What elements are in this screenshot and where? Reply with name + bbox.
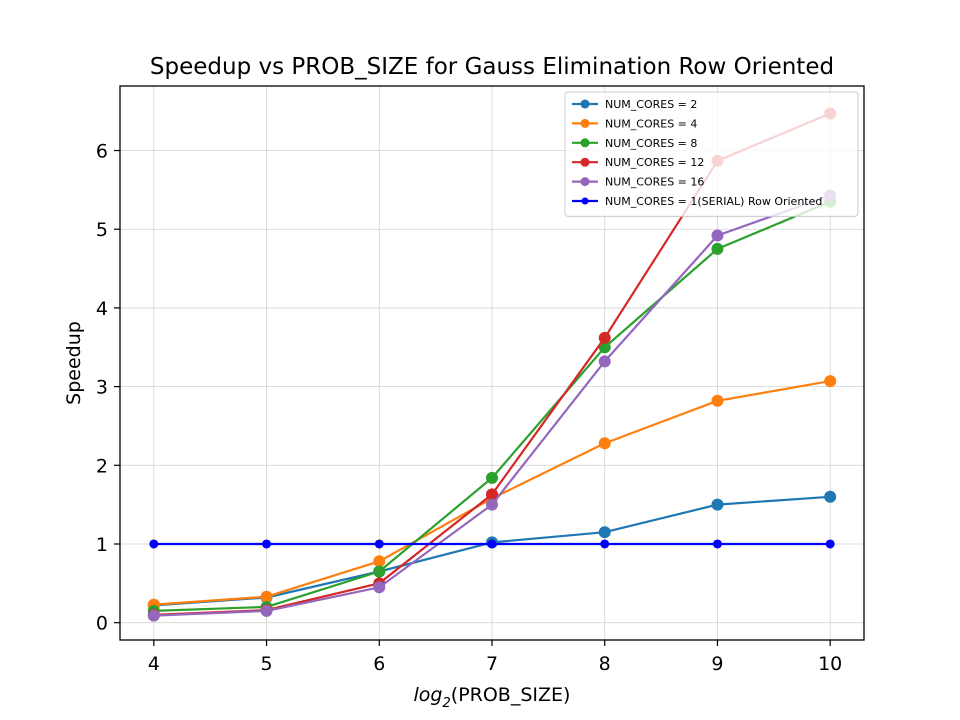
x-tick-label: 9 (711, 653, 723, 675)
legend-box (564, 91, 859, 217)
data-point (598, 437, 611, 450)
data-point (711, 229, 724, 242)
data-point (486, 471, 498, 484)
y-tick-label: 3 (96, 377, 108, 399)
data-point (712, 539, 722, 549)
x-axis-label: log2(PROB_SIZE) (414, 684, 571, 711)
x-tick-label: 10 (818, 653, 842, 675)
y-tick-label: 1 (96, 534, 108, 556)
data-point (262, 539, 272, 549)
legend-label: NUM_CORES = 12 (605, 156, 704, 169)
x-tick-label: 4 (148, 653, 160, 675)
data-point (260, 604, 273, 617)
legend-label: NUM_CORES = 8 (605, 137, 697, 150)
data-point (486, 498, 498, 511)
data-point (711, 498, 724, 511)
legend-item: NUM_CORES = 16 (572, 176, 704, 189)
legend-item: NUM_CORES = 2 (572, 98, 697, 111)
x-axis-label-suffix: (PROB_SIZE) (451, 684, 571, 706)
data-point (149, 539, 159, 549)
data-point (374, 539, 384, 549)
series-group (149, 539, 835, 549)
y-tick-label: 6 (96, 141, 108, 163)
y-tick-label: 2 (96, 455, 108, 477)
legend-item: NUM_CORES = 4 (572, 117, 697, 130)
x-tick-label: 6 (373, 653, 385, 675)
legend-label: NUM_CORES = 16 (605, 176, 704, 189)
data-point (598, 526, 611, 539)
legend-item: NUM_CORES = 8 (572, 137, 697, 150)
legend-swatch-marker (580, 138, 590, 148)
x-axis-label-subscript: 2 (443, 696, 451, 711)
data-point (260, 590, 273, 603)
legend-item: NUM_CORES = 1(SERIAL) Row Oriented (572, 195, 822, 208)
axis-ticks: 4 5 6 7 8 9 10 0 1 2 3 4 5 6 (96, 141, 842, 675)
legend-label: NUM_CORES = 4 (605, 117, 697, 130)
legend: NUM_CORES = 2 NUM_CORES = 4 NUM_CORES = 8 N… (564, 91, 859, 217)
x-tick-label: 5 (260, 653, 272, 675)
y-tick-label: 4 (96, 298, 108, 320)
legend-swatch-marker (580, 118, 590, 128)
data-point (147, 609, 160, 622)
y-tick-label: 5 (96, 219, 108, 241)
data-point (824, 375, 837, 388)
data-point (711, 242, 724, 255)
data-point (373, 565, 386, 578)
y-axis-label: Speedup (63, 321, 85, 405)
data-point (598, 341, 611, 354)
data-point (598, 331, 611, 344)
data-point (711, 394, 724, 407)
data-series (147, 107, 837, 622)
data-point (486, 488, 498, 501)
legend-swatch-marker (580, 157, 590, 167)
data-point (373, 581, 386, 594)
data-point (487, 539, 497, 549)
chart-title: Speedup vs PROB_SIZE for Gauss Eliminati… (150, 54, 834, 80)
data-point (824, 490, 837, 503)
legend-item: NUM_CORES = 12 (572, 156, 704, 169)
x-axis-label-prefix: log (414, 684, 443, 706)
data-point (825, 539, 835, 549)
legend-swatch-marker (580, 99, 590, 109)
legend-label: NUM_CORES = 2 (605, 98, 697, 111)
y-tick-label: 0 (96, 613, 108, 635)
legend-swatch-marker (581, 197, 589, 205)
legend-swatch-marker (580, 177, 590, 187)
data-point (373, 555, 386, 568)
data-point (598, 355, 611, 368)
legend-label: NUM_CORES = 1(SERIAL) Row Oriented (605, 195, 822, 208)
data-point (600, 539, 610, 549)
x-tick-label: 8 (599, 653, 611, 675)
x-tick-label: 7 (486, 653, 498, 675)
